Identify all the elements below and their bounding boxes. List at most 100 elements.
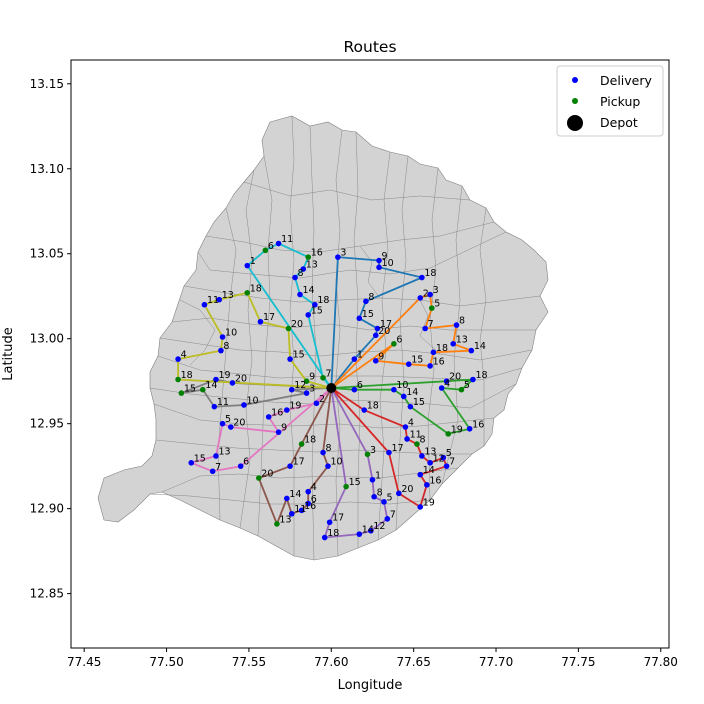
route-7-stop-label: 13: [218, 446, 230, 457]
route-3-stop-label: 16: [472, 419, 484, 430]
route-4-stop-label: 16: [429, 475, 441, 486]
route-3-stop-label: 6: [357, 380, 363, 391]
route-7-line: [190, 387, 332, 473]
route-8-delivery-point: [211, 403, 218, 410]
route-5-stop-label: 1: [375, 470, 381, 481]
route-8-stop-label: 3: [309, 384, 315, 395]
route-9-stop-label: 10: [225, 328, 237, 339]
route-6-delivery-point: [298, 507, 305, 514]
route-8-stop-label: 10: [246, 395, 258, 406]
route-2-stop-label: 6: [396, 334, 402, 345]
route-2-stop-label: 15: [411, 355, 423, 366]
route-10-delivery-point: [297, 291, 303, 298]
route-9-delivery-point: [175, 356, 181, 362]
route-4-stop-label: 20: [401, 484, 413, 495]
route-6-stop-label: 16: [304, 501, 316, 512]
route-1-stop-label: 1: [357, 350, 363, 361]
route-1-delivery-point: [363, 298, 369, 305]
route-8-delivery-point: [241, 402, 247, 408]
route-5-stop-label: 8: [377, 487, 383, 498]
y-axis: 12.85 12.90 12.95 13.00 13.05 13.10 13.15: [30, 77, 71, 601]
route-10-stop-label: 14: [302, 285, 314, 296]
legend-frame: [556, 65, 664, 137]
route-2-delivery-point: [430, 349, 437, 356]
route-4-delivery-point: [386, 449, 392, 456]
route-2-pickup-point: [428, 305, 435, 311]
route-4-stop-label: 7: [449, 457, 455, 468]
x-tick-label: 77.75: [561, 655, 595, 669]
route-7-delivery-point: [237, 463, 244, 469]
route-3-delivery-point: [391, 386, 397, 393]
route-4-stop-label: 12: [433, 453, 445, 464]
route-9-pickup-point: [175, 376, 181, 383]
route-8-delivery-point: [229, 380, 236, 386]
route-9-delivery-point: [216, 296, 223, 303]
route-2-stop-label: 7: [428, 319, 434, 330]
route-6-delivery-point: [288, 510, 295, 517]
route-10-stop-label: 1: [250, 256, 256, 267]
route-1-stop-label: 18: [424, 268, 436, 279]
route-7-stop-label: 20: [233, 418, 245, 429]
depot-point: [326, 382, 337, 393]
route-1-delivery-point: [372, 332, 379, 339]
route-3-stop-label: 15: [413, 397, 425, 408]
route-2-delivery-point: [405, 361, 412, 367]
route-3-delivery-point: [400, 393, 407, 400]
x-tick-label: 77.70: [479, 655, 513, 669]
route-4-delivery-point: [417, 504, 424, 510]
route-1-stop-label: 10: [382, 258, 394, 269]
route-5-stop-label: 5: [387, 492, 393, 503]
route-9-delivery-point: [201, 301, 208, 308]
route-5-line: [323, 387, 389, 539]
route-3-stop-label: 20: [449, 372, 461, 383]
route-9-stop-label: 8: [223, 341, 229, 352]
route-2-stop-label: 13: [456, 334, 468, 345]
route-6-stop-label: 10: [330, 457, 342, 468]
route-1-delivery-point: [376, 257, 382, 264]
route-4-delivery-point: [417, 471, 424, 478]
route-7-delivery-point: [213, 453, 219, 459]
y-tick-label: 12.95: [30, 417, 64, 431]
route-6-pickup-point: [256, 475, 262, 481]
route-10-stop-label: 15: [311, 305, 323, 316]
route-4-stop-label: 18: [367, 401, 379, 412]
route-7-delivery-point: [265, 414, 272, 420]
route-6-stop-label: 18: [304, 435, 316, 446]
y-tick-label: 12.85: [30, 587, 64, 601]
route-5-stop-label: 18: [327, 528, 339, 539]
x-tick-label: 77.50: [149, 655, 183, 669]
route-6-delivery-point: [305, 488, 312, 495]
route-4-delivery-point: [404, 436, 410, 442]
x-axis-label: Longitude: [338, 678, 403, 693]
route-10-stop-label: 6: [268, 241, 274, 252]
y-tick-label: 13.00: [30, 332, 64, 346]
route-5-stop-label: 15: [349, 477, 361, 488]
route-4-delivery-point: [424, 482, 430, 488]
route-7-delivery-point: [219, 420, 226, 427]
x-tick-label: 77.60: [314, 655, 348, 669]
route-10-stop-label: 7: [326, 368, 332, 379]
y-tick-label: 13.05: [30, 247, 64, 261]
route-2-stop-label: 8: [459, 316, 465, 327]
y-tick-label: 12.90: [30, 502, 64, 516]
route-9-stop-label: 11: [207, 295, 219, 306]
route-8-delivery-point: [288, 386, 295, 393]
route-4-stop-label: 8: [419, 435, 425, 446]
route-6-stop-label: 6: [311, 494, 317, 505]
route-3-stop-label: 14: [406, 387, 418, 398]
x-tick-label: 77.45: [67, 655, 101, 669]
route-4-stop-label: 4: [408, 418, 414, 429]
route-5-stop-label: 12: [373, 521, 385, 532]
route-9-pickup-point: [285, 325, 292, 332]
route-4-delivery-point: [419, 453, 425, 459]
route-8-stop-label: 14: [205, 380, 217, 391]
route-5-stop-label: 7: [390, 509, 396, 520]
route-2-delivery-point: [453, 322, 460, 328]
route-6-stop-label: 17: [293, 457, 305, 468]
chart-title: Routes: [343, 38, 396, 56]
route-2-delivery-point: [468, 347, 475, 354]
legend-depot-marker: [567, 115, 583, 131]
legend: Delivery Pickup Depot: [556, 65, 664, 137]
